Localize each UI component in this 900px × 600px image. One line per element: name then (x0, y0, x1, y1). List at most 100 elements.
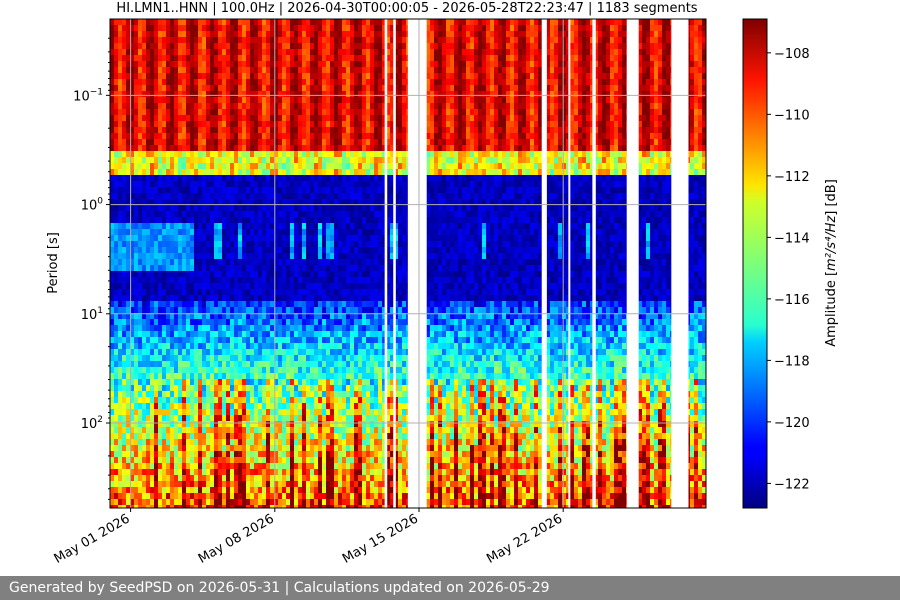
heatmap-cell (238, 319, 242, 325)
heatmap-cell (342, 205, 346, 211)
heatmap-cell (110, 37, 114, 43)
heatmap-cell (214, 499, 218, 505)
heatmap-cell (338, 187, 342, 193)
heatmap-cell (186, 337, 190, 343)
heatmap-cell (234, 277, 238, 283)
heatmap-cell (210, 493, 214, 499)
heatmap-cell (122, 361, 126, 367)
heatmap-cell (318, 169, 322, 175)
heatmap-cell (178, 181, 182, 187)
heatmap-cell (222, 391, 226, 397)
heatmap-cell (150, 355, 154, 361)
heatmap-cell (338, 343, 342, 349)
heatmap-cell (310, 217, 314, 223)
heatmap-cell (254, 445, 258, 451)
heatmap-cell (294, 157, 298, 163)
heatmap-cell (122, 445, 126, 451)
heatmap-cell (150, 25, 154, 31)
heatmap-cell (166, 415, 170, 421)
heatmap-cell (206, 355, 210, 361)
heatmap-cell (122, 223, 126, 229)
heatmap-cell (218, 193, 222, 199)
heatmap-cell (262, 271, 266, 277)
heatmap-cell (146, 277, 150, 283)
heatmap-cell (290, 289, 294, 295)
heatmap-cell (350, 121, 354, 127)
heatmap-cell (182, 31, 186, 37)
heatmap-cell (146, 43, 150, 49)
heatmap-cell (286, 205, 290, 211)
heatmap-cell (350, 37, 354, 43)
heatmap-cell (186, 241, 190, 247)
heatmap-cell (214, 385, 218, 391)
heatmap-cell (334, 235, 338, 241)
heatmap-cell (346, 337, 350, 343)
heatmap-cell (162, 325, 166, 331)
heatmap-cell (194, 505, 198, 508)
heatmap-cell (346, 355, 350, 361)
heatmap-cell (270, 271, 274, 277)
heatmap-cell (146, 151, 150, 157)
heatmap-cell (250, 265, 254, 271)
heatmap-cell (306, 325, 310, 331)
heatmap-cell (254, 367, 258, 373)
heatmap-cell (302, 385, 306, 391)
heatmap-cell (322, 361, 326, 367)
heatmap-cell (238, 499, 242, 505)
heatmap-cell (326, 37, 330, 43)
heatmap-cell (186, 415, 190, 421)
heatmap-cell (254, 193, 258, 199)
heatmap-cell (214, 481, 218, 487)
heatmap-cell (342, 379, 346, 385)
heatmap-cell (154, 433, 158, 439)
heatmap-cell (202, 97, 206, 103)
heatmap-cell (286, 277, 290, 283)
heatmap-cell (234, 91, 238, 97)
heatmap-cell (290, 505, 294, 508)
heatmap-cell (178, 499, 182, 505)
heatmap-cell (174, 415, 178, 421)
heatmap-cell (270, 283, 274, 289)
heatmap-cell (122, 121, 126, 127)
heatmap-cell (154, 115, 158, 121)
heatmap-cell (178, 139, 182, 145)
heatmap-cell (174, 397, 178, 403)
heatmap-cell (330, 385, 334, 391)
heatmap-cell (254, 475, 258, 481)
heatmap-cell (194, 217, 198, 223)
heatmap-cell (190, 43, 194, 49)
heatmap-cell (122, 283, 126, 289)
heatmap-cell (150, 37, 154, 43)
heatmap-cell (198, 283, 202, 289)
heatmap-cell (118, 169, 122, 175)
heatmap-cell (110, 427, 114, 433)
heatmap-cell (126, 373, 130, 379)
heatmap-cell (322, 289, 326, 295)
heatmap-cell (254, 229, 258, 235)
heatmap-cell (262, 493, 266, 499)
heatmap-cell (142, 157, 146, 163)
heatmap-cell (210, 169, 214, 175)
heatmap-cell (246, 349, 250, 355)
heatmap-cell (326, 25, 330, 31)
heatmap-cell (130, 361, 134, 367)
heatmap-cell (230, 427, 234, 433)
heatmap-cell (210, 487, 214, 493)
heatmap-cell (234, 475, 238, 481)
heatmap-cell (346, 331, 350, 337)
heatmap-cell (202, 391, 206, 397)
heatmap-cell (326, 385, 330, 391)
heatmap-cell (310, 379, 314, 385)
heatmap-cell (130, 253, 134, 259)
heatmap-cell (294, 433, 298, 439)
heatmap-cell (154, 31, 158, 37)
heatmap-cell (150, 259, 154, 265)
heatmap-cell (338, 379, 342, 385)
heatmap-cell (110, 133, 114, 139)
heatmap-cell (326, 199, 330, 205)
heatmap-cell (138, 133, 142, 139)
heatmap-cell (194, 175, 198, 181)
heatmap-cell (186, 499, 190, 505)
heatmap-cell (110, 187, 114, 193)
heatmap-cell (230, 403, 234, 409)
